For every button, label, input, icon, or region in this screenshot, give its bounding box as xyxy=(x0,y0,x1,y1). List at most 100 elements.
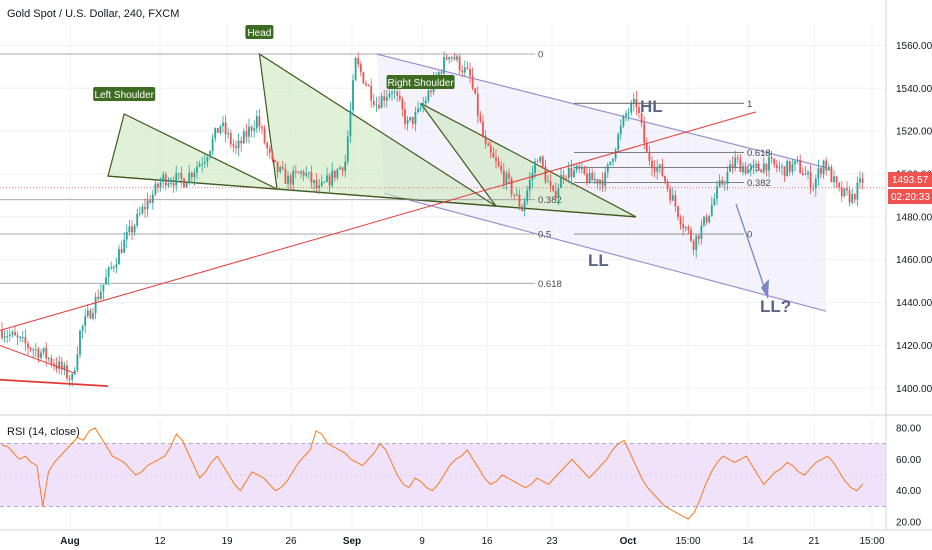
candle-body xyxy=(289,175,292,185)
candle-body xyxy=(729,164,731,172)
candle-body xyxy=(391,91,393,94)
candle-body xyxy=(73,370,76,375)
candle-body xyxy=(37,349,40,358)
candle-body xyxy=(796,159,799,161)
candle-body xyxy=(840,187,843,197)
candle-body xyxy=(242,131,245,144)
price-tick-label: 1560.00 xyxy=(896,41,932,52)
candle-body xyxy=(765,163,768,171)
candle-body xyxy=(19,337,22,339)
candle-body xyxy=(237,140,240,148)
candle-body xyxy=(612,158,614,162)
candle-body xyxy=(71,374,74,380)
candle-body xyxy=(523,201,526,212)
candle-body xyxy=(716,186,718,199)
candle-body xyxy=(497,161,500,166)
candle-body xyxy=(352,80,354,111)
candle-body xyxy=(430,90,432,93)
candle-body xyxy=(565,177,568,179)
candle-body xyxy=(40,352,42,358)
candle-body xyxy=(349,110,352,137)
candle-body xyxy=(510,178,513,195)
candle-body xyxy=(757,163,760,170)
candle-body xyxy=(146,200,149,210)
candle-body xyxy=(406,119,409,124)
candle-body xyxy=(489,145,492,153)
candle-body xyxy=(528,179,531,191)
time-tick-label: 15:00 xyxy=(859,536,884,547)
price-tick-label: 1460.00 xyxy=(896,255,932,266)
candle-body xyxy=(534,161,536,174)
time-tick-label: 12 xyxy=(154,536,166,547)
rsi-tick-label: 60.00 xyxy=(896,455,921,466)
candle-body xyxy=(27,343,29,348)
candle-body xyxy=(190,172,193,178)
candle-body xyxy=(656,166,659,172)
candle-body xyxy=(554,190,557,199)
candle-body xyxy=(671,195,674,201)
candle-body xyxy=(682,224,685,228)
candle-body xyxy=(58,361,61,369)
candle-body xyxy=(42,347,45,353)
candle-body xyxy=(775,164,778,168)
candle-body xyxy=(622,116,625,126)
price-tick-label: 1400.00 xyxy=(896,384,932,395)
candle-body xyxy=(14,332,16,336)
candle-body xyxy=(172,183,175,186)
candle-body xyxy=(196,166,198,173)
candle-body xyxy=(705,216,708,223)
candle-body xyxy=(118,249,120,265)
current-price-tag[interactable]: 1493.57 xyxy=(888,172,932,187)
candle-body xyxy=(53,363,55,366)
candle-body xyxy=(817,168,820,179)
candle-body xyxy=(357,58,360,65)
pattern-label-box xyxy=(245,25,274,39)
pattern-label: Head xyxy=(247,28,271,39)
candle-body xyxy=(851,193,854,203)
time-tick-label: 19 xyxy=(221,536,233,547)
candle-body xyxy=(76,354,79,371)
candle-body xyxy=(487,143,490,146)
candle-body xyxy=(549,181,552,186)
candle-body xyxy=(79,330,81,355)
candle-body xyxy=(245,131,248,137)
candle-body xyxy=(3,336,6,338)
candle-body xyxy=(419,107,422,109)
candle-body xyxy=(274,159,276,162)
candle-body xyxy=(266,142,269,149)
candle-body xyxy=(859,178,861,183)
candle-body xyxy=(606,164,609,173)
candle-body xyxy=(627,112,630,114)
candle-body xyxy=(723,183,726,185)
candle-body xyxy=(578,166,581,169)
fib1-level-label: 0.618 xyxy=(538,279,562,290)
candle-body xyxy=(380,96,383,109)
candle-body xyxy=(674,195,677,207)
candle-body xyxy=(593,179,596,181)
candle-body xyxy=(632,98,635,104)
candle-body xyxy=(495,157,497,162)
candle-body xyxy=(292,170,295,185)
pattern-label: Right Shoulder xyxy=(388,78,455,89)
candle-body xyxy=(112,267,115,269)
ll-label: LL xyxy=(588,251,609,270)
candle-body xyxy=(843,188,846,197)
candle-body xyxy=(731,164,734,168)
candle-body xyxy=(601,179,604,186)
candle-body xyxy=(16,335,19,338)
candle-body xyxy=(666,181,669,189)
candle-body xyxy=(820,168,822,174)
candle-body xyxy=(50,358,53,364)
candle-body xyxy=(331,170,334,186)
candle-body xyxy=(180,173,183,179)
candle-body xyxy=(297,171,300,174)
candle-body xyxy=(94,296,97,314)
candle-body xyxy=(300,171,302,174)
candle-body xyxy=(492,152,495,158)
chart-title: Gold Spot / U.S. Dollar, 240, FXCM xyxy=(7,8,179,20)
candle-body xyxy=(144,207,146,210)
pattern-label-box xyxy=(93,87,156,101)
candle-body xyxy=(175,173,178,186)
candle-body xyxy=(586,173,588,184)
candle-body xyxy=(625,113,627,117)
